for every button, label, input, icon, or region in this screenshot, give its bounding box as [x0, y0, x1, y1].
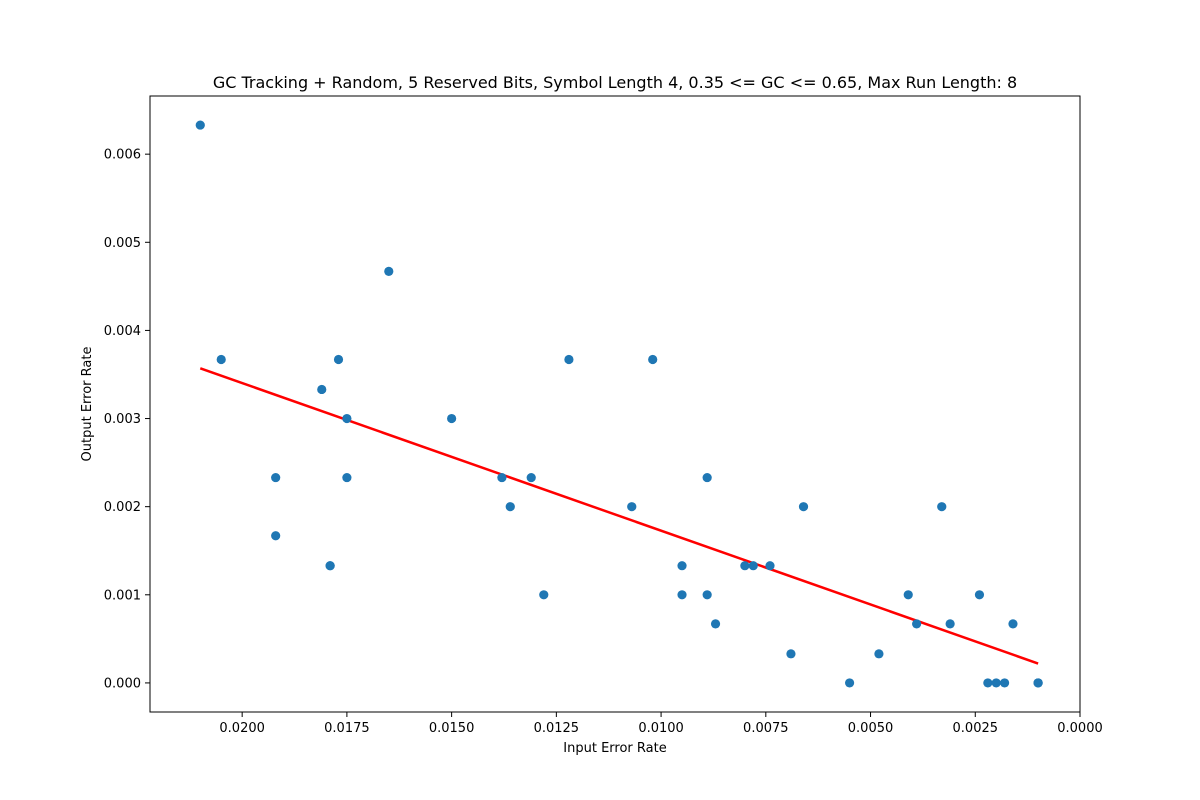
x-tick-label: 0.0025 [953, 721, 999, 736]
trend-line [199, 367, 1039, 665]
data-point [945, 619, 955, 629]
plot-area [195, 120, 1043, 688]
data-point [564, 354, 574, 365]
data-point [216, 354, 226, 365]
data-point [844, 678, 855, 688]
y-tick-label: 0.004 [104, 324, 141, 339]
data-point [342, 472, 352, 483]
data-point [999, 678, 1010, 688]
x-tick-label: 0.0175 [324, 721, 370, 736]
data-point [447, 413, 457, 424]
data-point [677, 590, 687, 600]
x-axis-ticks: 0.0200 0.0175 0.0150 0.0125 0.0100 0.0075 0.00… [219, 712, 1103, 736]
data-point [786, 649, 796, 659]
y-tick-label: 0.001 [104, 588, 141, 603]
y-tick-label: 0.000 [104, 676, 141, 691]
chart-title: GC Tracking + Random, 5 Reserved Bits, S… [213, 73, 1017, 92]
data-point [648, 354, 658, 365]
data-point [991, 678, 1001, 688]
data-point [195, 120, 205, 130]
data-point [983, 678, 993, 688]
data-point [1008, 619, 1018, 629]
x-axis-label: Input Error Rate [563, 741, 666, 756]
data-point [539, 590, 549, 600]
data-point [765, 561, 775, 571]
y-axis-label: Output Error Rate [80, 347, 95, 462]
data-point [271, 472, 281, 483]
data-point [325, 561, 335, 571]
data-point [627, 502, 637, 512]
points-layer [195, 120, 1043, 688]
data-point [497, 472, 507, 483]
y-tick-label: 0.005 [104, 236, 141, 251]
data-point [1033, 678, 1043, 688]
x-tick-label: 0.0200 [219, 721, 265, 736]
data-point [702, 590, 712, 600]
data-point [903, 590, 913, 600]
data-point [526, 472, 536, 483]
data-point [710, 619, 721, 629]
data-point [317, 384, 327, 395]
data-point [874, 649, 884, 659]
data-point [974, 590, 985, 600]
data-point [912, 619, 922, 629]
data-point [384, 266, 394, 276]
x-tick-label: 0.0125 [534, 721, 580, 736]
data-point [677, 561, 687, 571]
x-tick-label: 0.0050 [848, 721, 894, 736]
plot-frame [149, 95, 1081, 713]
x-tick-label: 0.0150 [429, 721, 475, 736]
y-axis-ticks: 0.000 0.001 0.002 0.003 0.004 0.005 0.006 [104, 148, 150, 691]
data-point [798, 502, 809, 512]
x-tick-label: 0.0000 [1057, 721, 1103, 736]
data-point [333, 354, 344, 365]
x-tick-label: 0.0075 [743, 721, 789, 736]
data-point [702, 472, 712, 483]
x-tick-label: 0.0100 [638, 721, 684, 736]
data-point [505, 502, 515, 512]
data-point [937, 502, 947, 512]
fit-layer [199, 367, 1039, 665]
data-point [342, 413, 352, 424]
y-tick-label: 0.006 [104, 148, 141, 163]
data-point [740, 561, 750, 571]
y-tick-label: 0.002 [104, 500, 141, 515]
data-point [748, 561, 758, 571]
y-tick-label: 0.003 [104, 412, 141, 427]
data-point [271, 531, 281, 541]
